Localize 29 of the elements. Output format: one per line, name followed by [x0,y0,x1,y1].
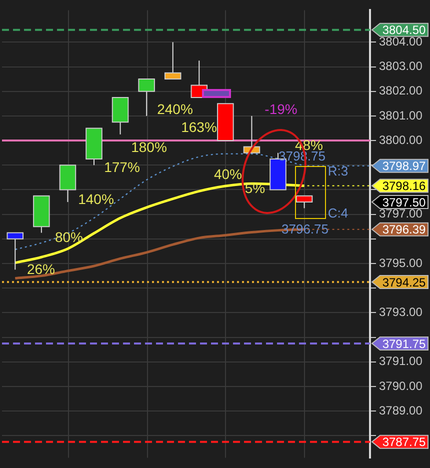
y-tick-label: 3801.00 [379,108,423,122]
ref-line-label: 3787.75 [382,435,426,450]
y-tick-label: 3791.00 [379,354,423,368]
annotation: 40% [214,166,242,182]
y-tick-label: 3795.00 [379,256,423,270]
y-tick-label: 3790.00 [379,378,423,393]
ref-line-label: 3791.75 [382,336,426,351]
data-label: 3798.97 [382,159,426,174]
annotation: -19% [264,100,298,117]
y-tick-label: 3802.00 [379,84,423,98]
annotation: 240% [157,100,193,117]
y-tick-label: 3793.00 [379,305,423,320]
y-tick-label: 3803.00 [379,59,423,74]
data-label: 3796.39 [382,222,426,237]
annotation: 80% [54,228,84,245]
text: 3797.50 [382,195,426,210]
annotation: C:4 [328,206,348,221]
y-tick-label: 3800.00 [379,132,423,147]
annotation: 140% [78,190,114,207]
annotation: 163% [181,118,217,135]
annotation: R:3 [328,164,348,179]
annotation: 5% [244,180,266,196]
data-label: 3798.16 [382,179,426,194]
ref-line-label: 3794.25 [382,275,426,290]
annotation: 180% [131,138,167,155]
y-tick-label: 3797.00 [379,206,423,221]
y-tick-label: 3789.00 [379,403,423,418]
annotation: 26% [26,260,56,277]
annotation: 177% [104,158,140,175]
